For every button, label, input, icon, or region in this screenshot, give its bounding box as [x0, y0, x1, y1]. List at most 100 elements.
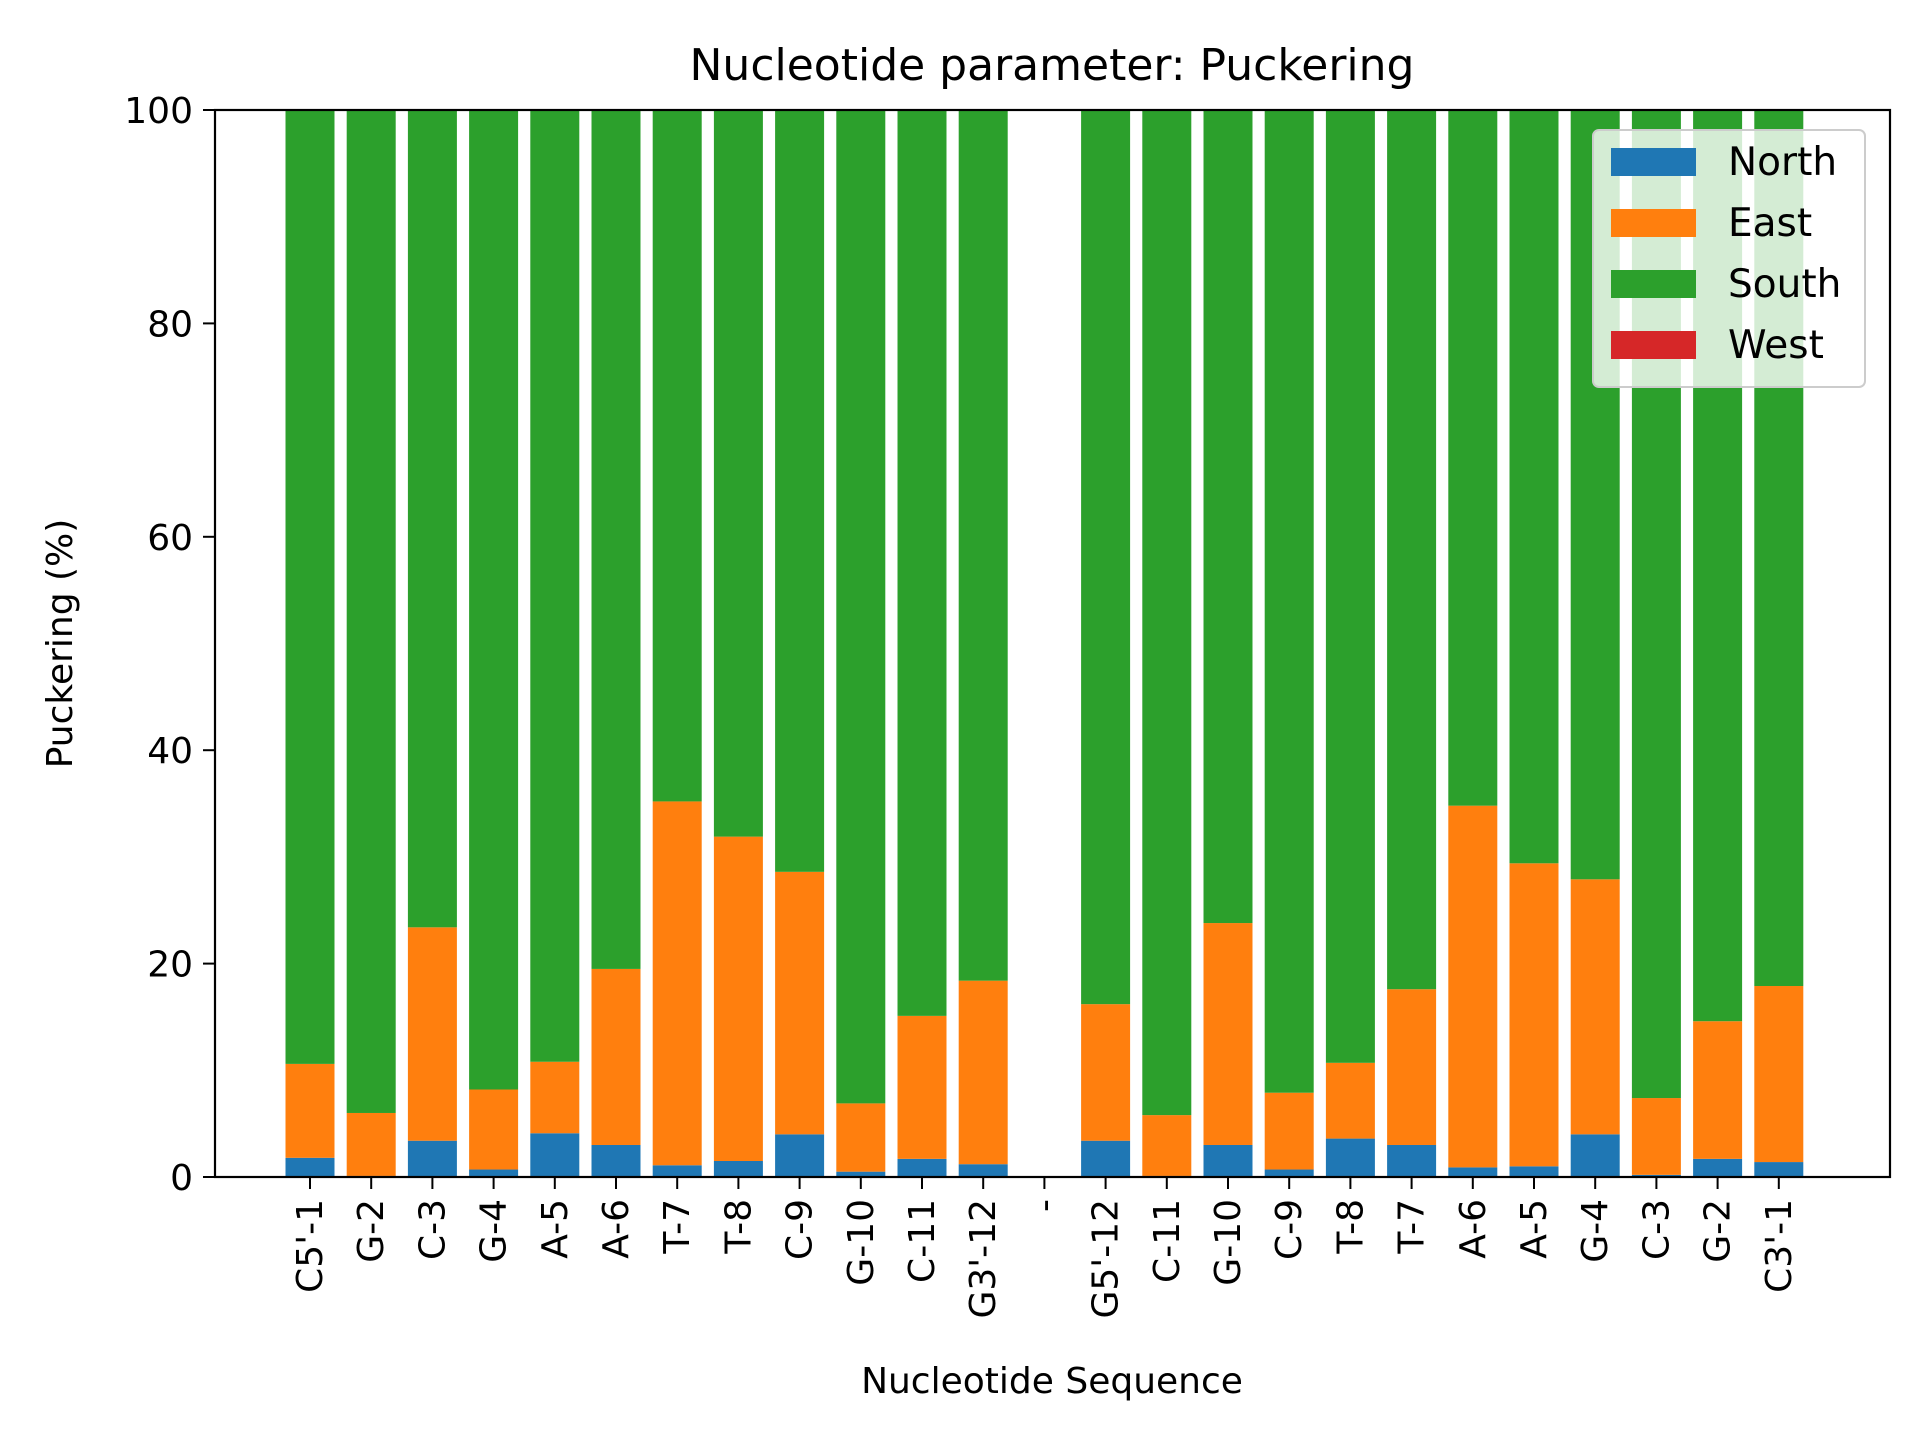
bar-east-17	[1325, 1062, 1375, 1139]
legend-swatch-east	[1611, 209, 1696, 237]
x-tick-label-21: G-4	[1575, 1199, 1616, 1263]
legend-label-east: East	[1728, 201, 1812, 246]
bar-south-5	[591, 110, 641, 969]
x-tick-label-23: G-2	[1698, 1199, 1739, 1263]
bar-south-19	[1448, 110, 1498, 806]
bar-south-13	[1081, 110, 1131, 1005]
bar-south-3	[469, 110, 519, 1090]
bar-north-9	[836, 1171, 886, 1177]
bar-north-10	[897, 1158, 947, 1177]
plot-area-frame	[213, 108, 1892, 1179]
y-tick-label-4: 80	[147, 304, 193, 345]
bar-east-10	[897, 1015, 947, 1159]
legend-box	[1592, 129, 1866, 388]
bar-south-14	[1142, 110, 1192, 1116]
bar-north-7	[713, 1160, 763, 1177]
x-tick-label-24: C3'-1	[1759, 1199, 1800, 1293]
bar-south-20	[1509, 110, 1559, 864]
y-axis: 0 20 40 60 80 100	[124, 91, 215, 1199]
bar-south-7	[713, 110, 763, 837]
bar-east-0	[285, 1063, 335, 1158]
legend-swatch-west	[1611, 331, 1696, 359]
bar-east-7	[713, 836, 763, 1161]
x-axis-label: Nucleotide Sequence	[861, 1361, 1243, 1402]
bar-south-10	[897, 110, 947, 1016]
bar-south-17	[1325, 110, 1375, 1063]
bar-north-15	[1203, 1144, 1253, 1177]
bar-east-18	[1387, 989, 1437, 1145]
bar-south-0	[285, 110, 335, 1064]
bar-south-9	[836, 110, 886, 1104]
legend-swatch-south	[1611, 270, 1696, 298]
bar-south-8	[775, 110, 825, 872]
bar-east-20	[1509, 863, 1559, 1167]
bar-south-18	[1387, 110, 1437, 990]
bar-east-8	[775, 871, 825, 1135]
bar-east-23	[1693, 1021, 1743, 1159]
bar-east-21	[1570, 879, 1620, 1135]
bar-east-2	[407, 927, 457, 1141]
bar-east-22	[1631, 1098, 1681, 1175]
bar-north-17	[1325, 1138, 1375, 1177]
legend-label-north: North	[1728, 140, 1837, 185]
bar-east-6	[652, 801, 702, 1166]
x-tick-label-8: C-9	[780, 1199, 821, 1260]
bar-east-1	[346, 1112, 396, 1176]
bar-east-24	[1754, 986, 1804, 1163]
bar-east-4	[530, 1061, 580, 1134]
y-tick-label-1: 20	[147, 945, 193, 986]
y-axis-label: Puckering (%)	[40, 519, 81, 769]
bar-north-11	[958, 1164, 1008, 1177]
bar-north-3	[469, 1169, 519, 1177]
x-tick-label-15: G-10	[1208, 1199, 1249, 1286]
bar-north-19	[1448, 1167, 1498, 1177]
chart-title: Nucleotide parameter: Puckering	[690, 40, 1415, 91]
bar-north-6	[652, 1165, 702, 1177]
x-tick-label-13: G5'-12	[1086, 1199, 1127, 1319]
x-tick-label-4: A-5	[535, 1199, 576, 1259]
x-tick-label-10: C-11	[902, 1199, 943, 1283]
bar-north-18	[1387, 1144, 1437, 1177]
bar-east-5	[591, 968, 641, 1145]
x-tick-label-9: G-10	[841, 1199, 882, 1286]
bar-east-14	[1142, 1115, 1192, 1176]
bar-east-9	[836, 1103, 886, 1172]
x-tick-label-17: T-8	[1330, 1199, 1371, 1255]
bar-east-13	[1081, 1004, 1131, 1141]
legend-label-west: West	[1728, 323, 1824, 368]
x-tick-label-7: T-8	[718, 1199, 759, 1255]
bar-north-16	[1264, 1169, 1314, 1177]
bar-south-2	[407, 110, 457, 928]
bar-north-24	[1754, 1162, 1804, 1177]
x-tick-label-18: T-7	[1392, 1199, 1433, 1255]
x-tick-label-3: G-4	[474, 1199, 515, 1263]
bar-north-0	[285, 1157, 335, 1177]
bar-east-15	[1203, 923, 1253, 1145]
bar-east-3	[469, 1089, 519, 1170]
x-tick-label-20: A-5	[1514, 1199, 1555, 1259]
x-tick-label-22: C-3	[1636, 1199, 1677, 1260]
x-tick-label-16: C-9	[1269, 1199, 1310, 1260]
x-tick-label-5: A-6	[596, 1199, 637, 1259]
x-tick-label-6: T-7	[657, 1199, 698, 1255]
x-tick-label-2: C-3	[412, 1199, 453, 1260]
y-tick-label-2: 40	[147, 731, 193, 772]
bar-north-5	[591, 1144, 641, 1177]
bar-east-16	[1264, 1092, 1314, 1170]
bar-north-23	[1693, 1158, 1743, 1177]
bar-east-19	[1448, 805, 1498, 1168]
y-tick-label-5: 100	[124, 91, 193, 132]
legend-swatch-north	[1611, 148, 1696, 176]
bar-east-11	[958, 980, 1008, 1165]
bar-north-2	[407, 1140, 457, 1177]
bar-north-13	[1081, 1140, 1131, 1177]
legend-label-south: South	[1728, 262, 1841, 307]
x-tick-label-12: -	[1024, 1199, 1065, 1212]
x-tick-label-0: C5'-1	[290, 1199, 331, 1293]
bar-north-4	[530, 1133, 580, 1177]
legend: North East South West	[1592, 129, 1866, 388]
bar-south-15	[1203, 110, 1253, 924]
y-tick-label-0: 0	[170, 1158, 193, 1199]
bar-north-8	[775, 1134, 825, 1177]
